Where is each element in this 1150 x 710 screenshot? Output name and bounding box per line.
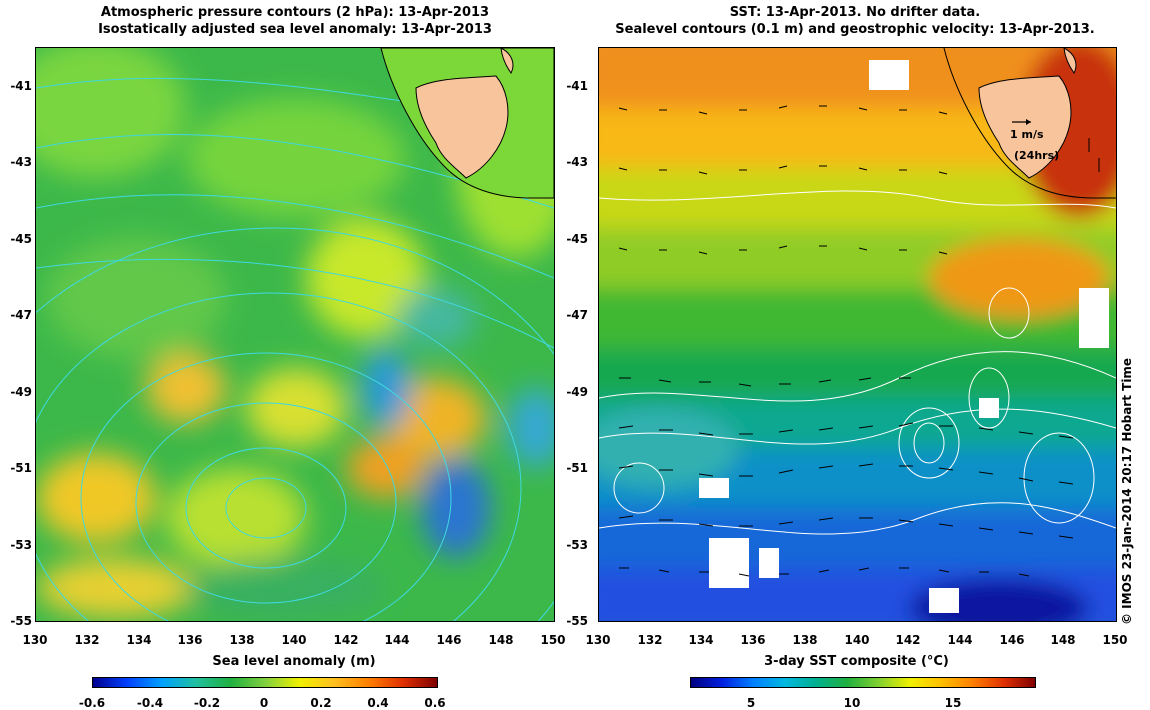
right-xtick: 132 bbox=[637, 633, 663, 647]
sea-level-anomaly-map bbox=[36, 48, 554, 621]
left-ytick: -51 bbox=[10, 461, 32, 475]
left-cbar-tick: -0.4 bbox=[136, 696, 164, 710]
left-title-line1: Atmospheric pressure contours (2 hPa): 1… bbox=[100, 5, 490, 20]
right-xtick: 136 bbox=[740, 633, 766, 647]
sealevel-contours bbox=[599, 190, 1116, 535]
left-cbar-tick: -0.6 bbox=[78, 696, 106, 710]
right-cbar-tick: 5 bbox=[746, 696, 756, 710]
right-xtick: 140 bbox=[844, 633, 870, 647]
right-xtick: 134 bbox=[688, 633, 714, 647]
left-ytick: -43 bbox=[10, 155, 32, 169]
left-cbar-tick: 0.4 bbox=[367, 696, 389, 710]
left-ytick: -47 bbox=[10, 308, 32, 322]
left-xtick: 142 bbox=[333, 633, 359, 647]
right-xtick: 150 bbox=[1102, 633, 1128, 647]
left-xtick: 146 bbox=[436, 633, 462, 647]
left-map bbox=[35, 47, 555, 622]
right-cbar-tick: 10 bbox=[843, 696, 861, 710]
left-cbar-tick: 0.6 bbox=[424, 696, 446, 710]
left-xtick: 134 bbox=[126, 633, 152, 647]
tasmania-land bbox=[415, 75, 509, 179]
right-ytick: -53 bbox=[566, 538, 588, 552]
sst-field bbox=[599, 48, 1116, 621]
left-xtick: 150 bbox=[540, 633, 566, 647]
right-ytick: -49 bbox=[566, 385, 588, 399]
right-ytick: -55 bbox=[566, 614, 588, 628]
tasmania-outline bbox=[380, 48, 554, 199]
right-xtick: 138 bbox=[792, 633, 818, 647]
left-xtick: 144 bbox=[384, 633, 410, 647]
cloud-mask bbox=[699, 60, 1109, 613]
left-xtick: 132 bbox=[74, 633, 100, 647]
right-ytick: -43 bbox=[566, 155, 588, 169]
left-ytick: -53 bbox=[10, 538, 32, 552]
tasmania-outline bbox=[943, 48, 1116, 199]
left-ytick: -55 bbox=[10, 614, 32, 628]
left-axis-label: Sea level anomaly (m) bbox=[212, 654, 376, 669]
right-cbar-tick: 15 bbox=[944, 696, 962, 710]
left-xtick: 130 bbox=[22, 633, 48, 647]
left-colorbar bbox=[92, 677, 438, 688]
left-title: Atmospheric pressure contours (2 hPa): 1… bbox=[35, 4, 555, 38]
right-ytick: -41 bbox=[566, 79, 588, 93]
tasmania-land bbox=[978, 75, 1072, 179]
left-ytick: -45 bbox=[10, 232, 32, 246]
copyright-credit: © IMOS 23-Jan-2014 20:17 Hobart Time bbox=[1120, 357, 1134, 625]
scale-arrow-sublabel: (24hrs) bbox=[1014, 149, 1060, 162]
right-title-line1: SST: 13-Apr-2013. No drifter data. bbox=[729, 5, 981, 20]
left-cbar-tick: 0.2 bbox=[310, 696, 332, 710]
right-colorbar bbox=[690, 677, 1036, 688]
sst-map bbox=[599, 48, 1116, 621]
right-xtick: 144 bbox=[947, 633, 973, 647]
anomaly-field bbox=[36, 48, 554, 618]
scale-arrow-label: 1 m/s bbox=[1010, 128, 1044, 141]
right-map bbox=[598, 47, 1117, 622]
left-xtick: 148 bbox=[488, 633, 514, 647]
scale-arrow-icon bbox=[1012, 119, 1031, 125]
geostrophic-vectors bbox=[618, 105, 1100, 577]
right-xtick: 148 bbox=[1050, 633, 1076, 647]
left-title-line2: Isostatically adjusted sea level anomaly… bbox=[98, 22, 492, 37]
right-xtick: 146 bbox=[999, 633, 1025, 647]
right-title-line2: Sealevel contours (0.1 m) and geostrophi… bbox=[615, 22, 1095, 37]
left-cbar-tick: -0.2 bbox=[193, 696, 221, 710]
right-xtick: 130 bbox=[585, 633, 611, 647]
left-xtick: 140 bbox=[281, 633, 307, 647]
right-ytick: -51 bbox=[566, 461, 588, 475]
left-cbar-tick: 0 bbox=[259, 696, 269, 710]
right-xtick: 142 bbox=[895, 633, 921, 647]
left-ytick: -49 bbox=[10, 385, 32, 399]
left-xtick: 136 bbox=[177, 633, 203, 647]
left-ytick: -41 bbox=[10, 79, 32, 93]
left-xtick: 138 bbox=[229, 633, 255, 647]
right-ytick: -45 bbox=[566, 232, 588, 246]
right-title: SST: 13-Apr-2013. No drifter data. Seale… bbox=[590, 4, 1120, 38]
right-axis-label: 3-day SST composite (°C) bbox=[764, 654, 949, 669]
right-ytick: -47 bbox=[566, 308, 588, 322]
